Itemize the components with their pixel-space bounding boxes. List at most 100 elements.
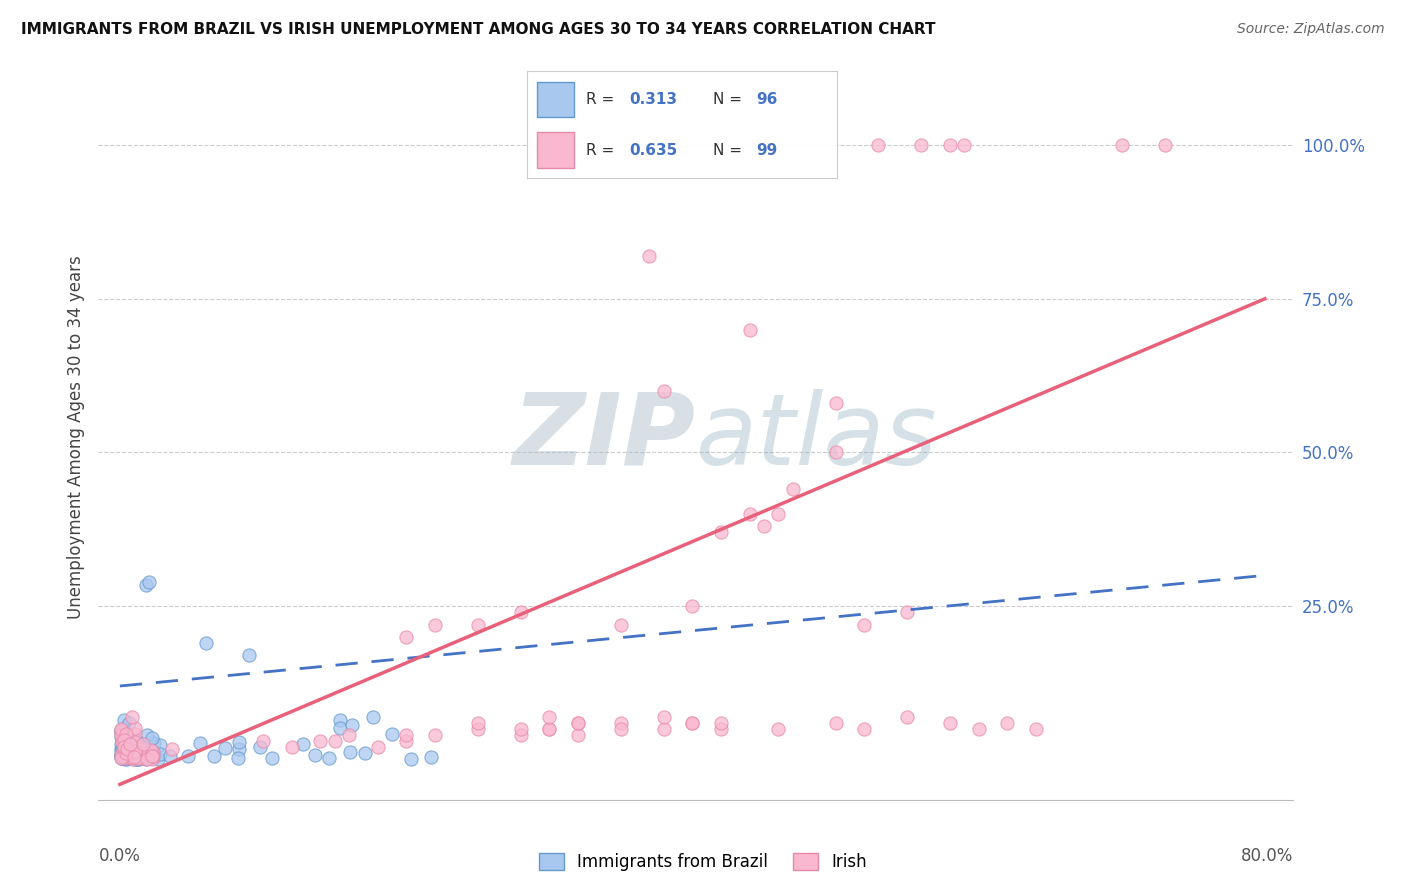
Point <box>118 738 141 752</box>
Point <box>112 721 135 735</box>
Point <box>129 739 152 754</box>
Point <box>768 507 790 521</box>
Point <box>538 722 561 736</box>
Point <box>1111 138 1133 153</box>
Point <box>710 715 733 730</box>
Point <box>228 735 250 749</box>
Point <box>138 747 160 761</box>
Text: ZIP: ZIP <box>513 389 696 485</box>
Point <box>190 736 212 750</box>
Point <box>135 752 157 766</box>
Point <box>710 722 733 736</box>
Point <box>112 744 135 758</box>
Point <box>652 710 675 724</box>
Point <box>115 741 138 756</box>
Point <box>214 741 236 756</box>
Point <box>122 749 145 764</box>
Point <box>280 740 302 755</box>
Point <box>112 733 135 747</box>
Point <box>114 727 136 741</box>
Point <box>824 396 846 410</box>
Point <box>112 749 135 764</box>
Point <box>110 750 132 764</box>
Point <box>112 728 135 742</box>
Point <box>681 715 703 730</box>
Point <box>112 745 135 759</box>
Point <box>117 748 139 763</box>
Point <box>141 752 163 766</box>
Point <box>111 750 134 764</box>
Text: R =: R = <box>586 143 619 158</box>
Point <box>120 745 142 759</box>
Point <box>117 737 139 751</box>
Point <box>142 745 165 759</box>
Point <box>114 752 136 766</box>
Point <box>125 752 148 766</box>
Point <box>127 752 149 766</box>
Text: 96: 96 <box>756 92 778 107</box>
Point <box>136 752 159 766</box>
Point <box>896 710 918 724</box>
Point <box>363 710 385 724</box>
Point <box>120 745 142 759</box>
Point <box>652 722 675 736</box>
Point <box>395 734 418 748</box>
Point <box>509 722 531 736</box>
Point <box>127 745 149 759</box>
Point <box>124 735 146 749</box>
Point <box>260 751 283 765</box>
Point <box>143 736 166 750</box>
Point <box>115 744 138 758</box>
Point <box>318 751 340 765</box>
Point <box>896 605 918 619</box>
Point <box>353 747 375 761</box>
Point <box>329 721 352 735</box>
Point <box>939 138 962 153</box>
Point <box>853 617 876 632</box>
Point <box>149 747 172 761</box>
Point <box>110 729 132 743</box>
Text: 80.0%: 80.0% <box>1241 847 1294 864</box>
Point <box>124 744 146 758</box>
Point <box>124 722 146 736</box>
Point <box>122 734 145 748</box>
Point <box>681 715 703 730</box>
Point <box>110 737 132 751</box>
Point <box>228 741 250 756</box>
Point <box>567 715 589 730</box>
Point <box>110 745 132 759</box>
Point <box>567 715 589 730</box>
Point <box>939 715 962 730</box>
Point <box>110 751 132 765</box>
Point <box>467 722 489 736</box>
Point <box>112 751 135 765</box>
Point <box>110 724 132 739</box>
Point <box>148 752 170 766</box>
Point <box>125 748 148 763</box>
Point <box>112 714 135 728</box>
Point <box>118 716 141 731</box>
Point <box>381 726 404 740</box>
Point <box>292 737 315 751</box>
Point <box>194 636 217 650</box>
Point <box>127 751 149 765</box>
Point <box>1153 138 1175 153</box>
Point <box>115 751 138 765</box>
Point <box>121 734 143 748</box>
Point <box>509 605 531 619</box>
Point <box>118 751 141 765</box>
Point <box>160 741 183 756</box>
Point <box>129 741 152 756</box>
Point <box>782 483 804 497</box>
Point <box>395 728 418 742</box>
Point <box>117 748 139 763</box>
Point <box>114 739 136 753</box>
Point <box>112 739 135 753</box>
Text: atlas: atlas <box>696 389 938 485</box>
Point <box>111 751 134 765</box>
Point <box>127 749 149 764</box>
Point <box>112 747 135 761</box>
Text: N =: N = <box>713 143 747 158</box>
Bar <box>537 82 574 118</box>
Point <box>111 742 134 756</box>
